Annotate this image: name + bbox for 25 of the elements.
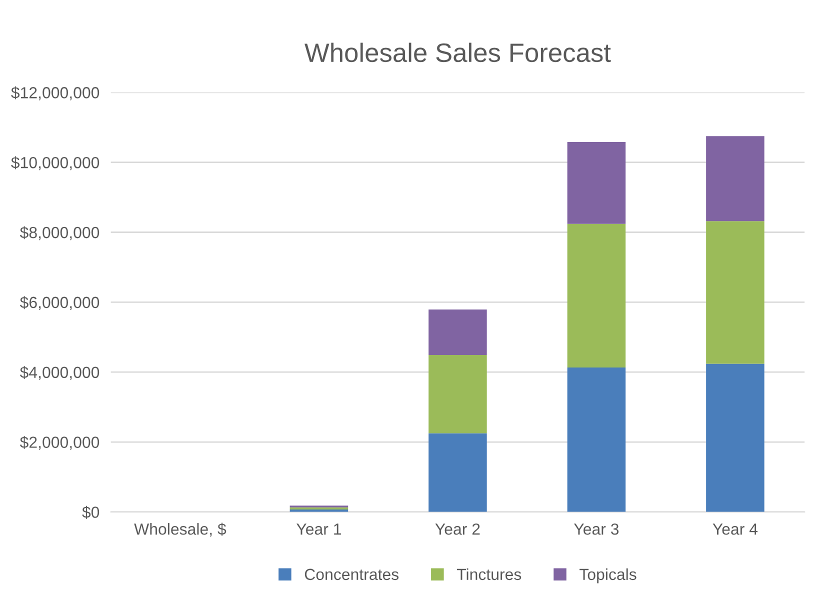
bar	[428, 433, 487, 512]
bar	[428, 310, 487, 355]
x-tick-label: Wholesale, $	[134, 522, 226, 537]
bar	[567, 224, 626, 368]
legend-label: Topicals	[580, 568, 636, 584]
x-tick-label: Year 2	[435, 523, 480, 535]
y-tick-label: $8,000,000	[20, 226, 100, 240]
bar	[706, 221, 764, 364]
y-tick-label: $10,000,000	[11, 156, 100, 170]
y-tick-label: $6,000,000	[20, 296, 100, 310]
bar	[706, 364, 764, 512]
legend-label: Tinctures	[456, 568, 522, 580]
x-tick-label: Year 3	[574, 523, 619, 535]
x-tick-label: Year 1	[296, 524, 341, 535]
bar	[567, 142, 626, 224]
y-tick-label: $2,000,000	[20, 436, 100, 450]
x-tick-label: Year 4	[712, 524, 758, 535]
chart-title: Wholesale Sales Forecast	[304, 42, 611, 62]
y-tick-label: $4,000,000	[20, 366, 100, 380]
y-tick-label: $12,000,000	[11, 86, 100, 100]
y-tick-label: $0	[82, 506, 100, 519]
bar	[567, 368, 626, 512]
bar	[428, 354, 487, 434]
bar	[706, 136, 764, 222]
legend-label: Concentrates	[304, 568, 399, 580]
